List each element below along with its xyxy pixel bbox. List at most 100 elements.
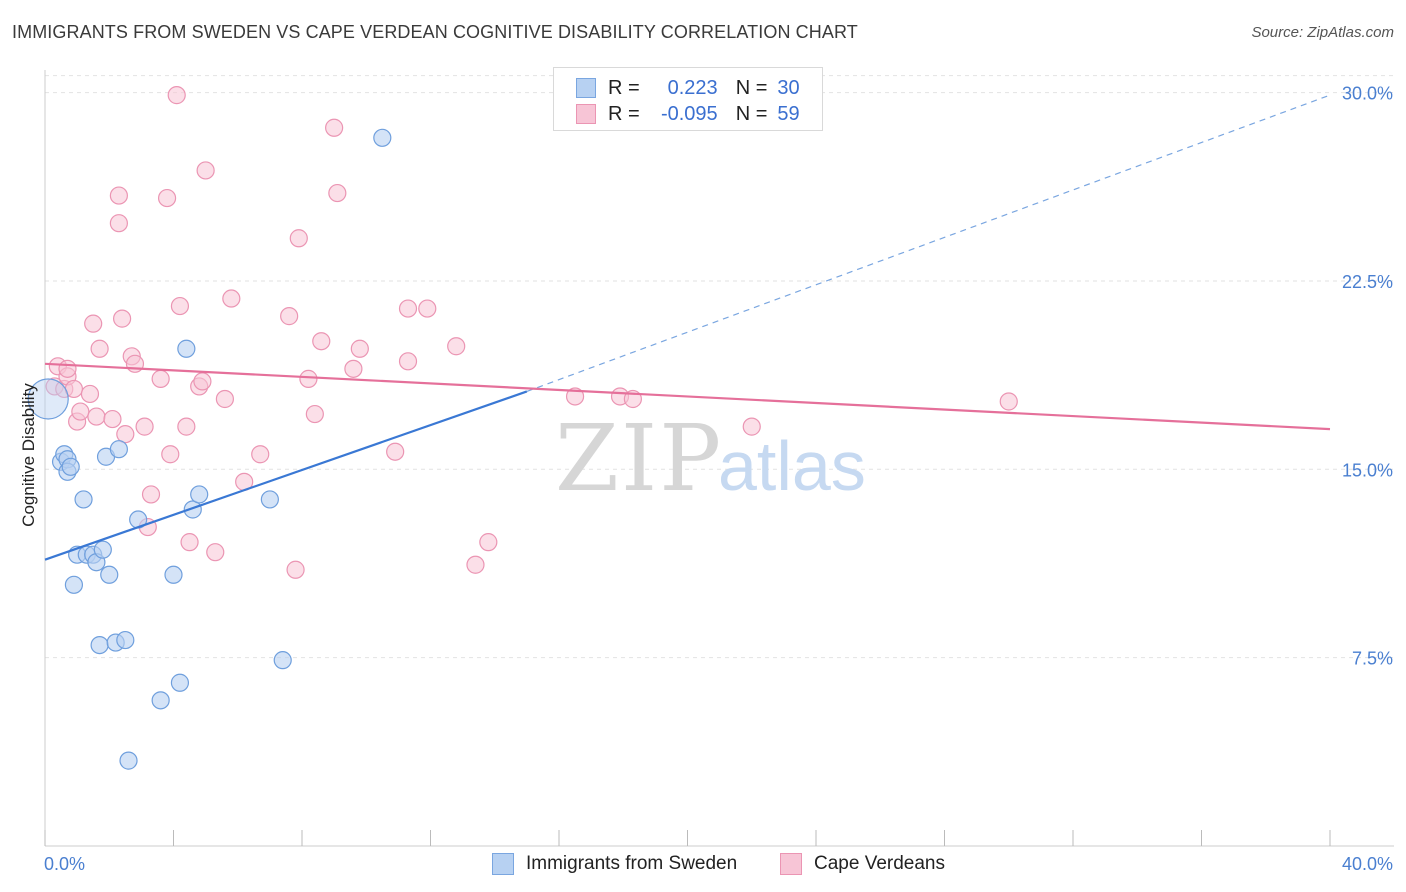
data-point-sweden: [151, 691, 170, 710]
data-point-sweden: [273, 651, 292, 670]
data-point-cape-verdeans: [193, 372, 212, 391]
data-point-cape-verdeans: [565, 387, 585, 406]
data-point-cape-verdeans: [135, 417, 154, 436]
data-point-cape-verdeans: [386, 442, 405, 461]
data-point-cape-verdeans: [215, 389, 234, 409]
data-point-cape-verdeans: [196, 161, 215, 180]
legend-r-label: R =: [608, 76, 640, 99]
data-point-cape-verdeans: [103, 409, 122, 429]
data-point-cape-verdeans: [344, 359, 363, 378]
legend-row-sweden: R = 0.223 N = 30: [576, 75, 800, 101]
data-point-cape-verdeans: [84, 314, 103, 333]
legend-r-label: R =: [608, 102, 640, 125]
data-point-sweden: [109, 440, 128, 459]
data-point-cape-verdeans: [466, 555, 485, 574]
series-legend-cape-verdeans[interactable]: Cape Verdeans: [780, 850, 945, 878]
data-point-cape-verdeans: [289, 229, 308, 248]
data-point-cape-verdeans: [90, 339, 109, 358]
legend-swatch-pink: [576, 104, 596, 124]
data-point-sweden: [183, 500, 202, 519]
data-point-cape-verdeans: [280, 307, 299, 326]
data-point-sweden: [93, 540, 112, 559]
trend-line-sweden-projection: [526, 94, 1331, 393]
legend-n-label: N =: [735, 76, 768, 99]
data-point-cape-verdeans: [87, 407, 106, 426]
data-point-cape-verdeans: [312, 332, 331, 351]
data-point-sweden: [27, 378, 69, 420]
data-point-sweden: [90, 635, 109, 655]
data-point-cape-verdeans: [418, 299, 437, 318]
data-point-sweden: [61, 457, 80, 476]
data-point-cape-verdeans: [112, 309, 132, 328]
data-point-sweden: [190, 485, 209, 504]
data-point-cape-verdeans: [58, 359, 77, 378]
legend-n-value: 59: [777, 102, 800, 125]
data-point-sweden: [119, 751, 138, 770]
correlation-legend: R = 0.223 N = 30 R = -0.095 N = 59: [553, 67, 823, 131]
series-legend-label: Cape Verdeans: [814, 853, 945, 874]
data-point-cape-verdeans: [167, 86, 186, 105]
y-tick-label: 15.0%: [1342, 460, 1393, 480]
grid: [45, 75, 1394, 659]
data-point-cape-verdeans: [305, 404, 324, 424]
data-point-cape-verdeans: [141, 485, 161, 504]
data-point-cape-verdeans: [71, 402, 90, 421]
data-point-sweden: [373, 128, 392, 147]
series-legend-label: Immigrants from Sweden: [526, 853, 738, 874]
tick-labels: 7.5% 15.0% 22.5% 30.0% 0.0% 40.0%: [44, 84, 1393, 874]
data-point-sweden: [260, 490, 279, 509]
watermark-zip: ZIP: [555, 405, 723, 512]
data-point-cape-verdeans: [170, 296, 190, 316]
trend-line-sweden: [44, 390, 528, 561]
data-point-cape-verdeans: [157, 188, 177, 208]
legend-n-value: 30: [777, 76, 800, 99]
data-point-cape-verdeans: [206, 543, 225, 562]
series-cape-verdeans: [45, 86, 1018, 579]
x-tick-label: 40.0%: [1342, 854, 1393, 874]
series-legend-swatch-blue: [492, 853, 514, 875]
data-point-cape-verdeans: [350, 339, 369, 358]
data-point-sweden: [64, 575, 84, 594]
legend-row-cape-verdeans: R = -0.095 N = 59: [576, 101, 800, 127]
data-point-sweden: [74, 490, 93, 509]
y-tick-label: 22.5%: [1342, 272, 1393, 292]
data-point-sweden: [164, 565, 183, 584]
x-tick-label: 0.0%: [44, 854, 85, 874]
data-point-cape-verdeans: [299, 369, 318, 388]
data-point-cape-verdeans: [286, 560, 305, 579]
legend-r-value: -0.095: [660, 102, 718, 125]
data-point-cape-verdeans: [222, 289, 241, 308]
data-point-cape-verdeans: [251, 445, 270, 464]
legend-r-value: 0.223: [667, 76, 718, 99]
data-point-cape-verdeans: [180, 533, 199, 552]
data-point-cape-verdeans: [80, 384, 100, 404]
y-axis-label: Cognitive Disability: [19, 383, 38, 527]
data-point-cape-verdeans: [479, 533, 498, 552]
series-sweden: [27, 128, 392, 770]
chart-title: IMMIGRANTS FROM SWEDEN VS CAPE VERDEAN C…: [12, 22, 858, 42]
legend-swatch-blue: [576, 78, 596, 98]
data-point-cape-verdeans: [161, 445, 180, 464]
data-point-cape-verdeans: [177, 417, 196, 436]
watermark-atlas: atlas: [718, 427, 866, 505]
y-tick-label: 7.5%: [1352, 649, 1393, 669]
trend-line-cape-verdeans: [44, 362, 1331, 431]
data-point-cape-verdeans: [109, 214, 128, 233]
data-point-cape-verdeans: [328, 183, 347, 203]
watermark: ZIP atlas: [555, 405, 866, 512]
data-point-cape-verdeans: [151, 369, 170, 388]
data-point-cape-verdeans: [109, 186, 128, 205]
data-point-sweden: [170, 673, 190, 692]
legend-n-label: N =: [735, 102, 768, 125]
y-tick-label: 30.0%: [1342, 84, 1393, 104]
data-point-cape-verdeans: [116, 425, 135, 444]
series-legend-swatch-pink: [780, 853, 802, 875]
axes: [44, 70, 1394, 847]
data-point-cape-verdeans: [398, 299, 418, 318]
data-point-sweden: [177, 339, 196, 358]
series-legend-sweden[interactable]: Immigrants from Sweden: [492, 850, 737, 878]
data-point-sweden: [100, 565, 119, 584]
data-point-sweden: [116, 630, 135, 650]
data-point-cape-verdeans: [999, 392, 1018, 411]
